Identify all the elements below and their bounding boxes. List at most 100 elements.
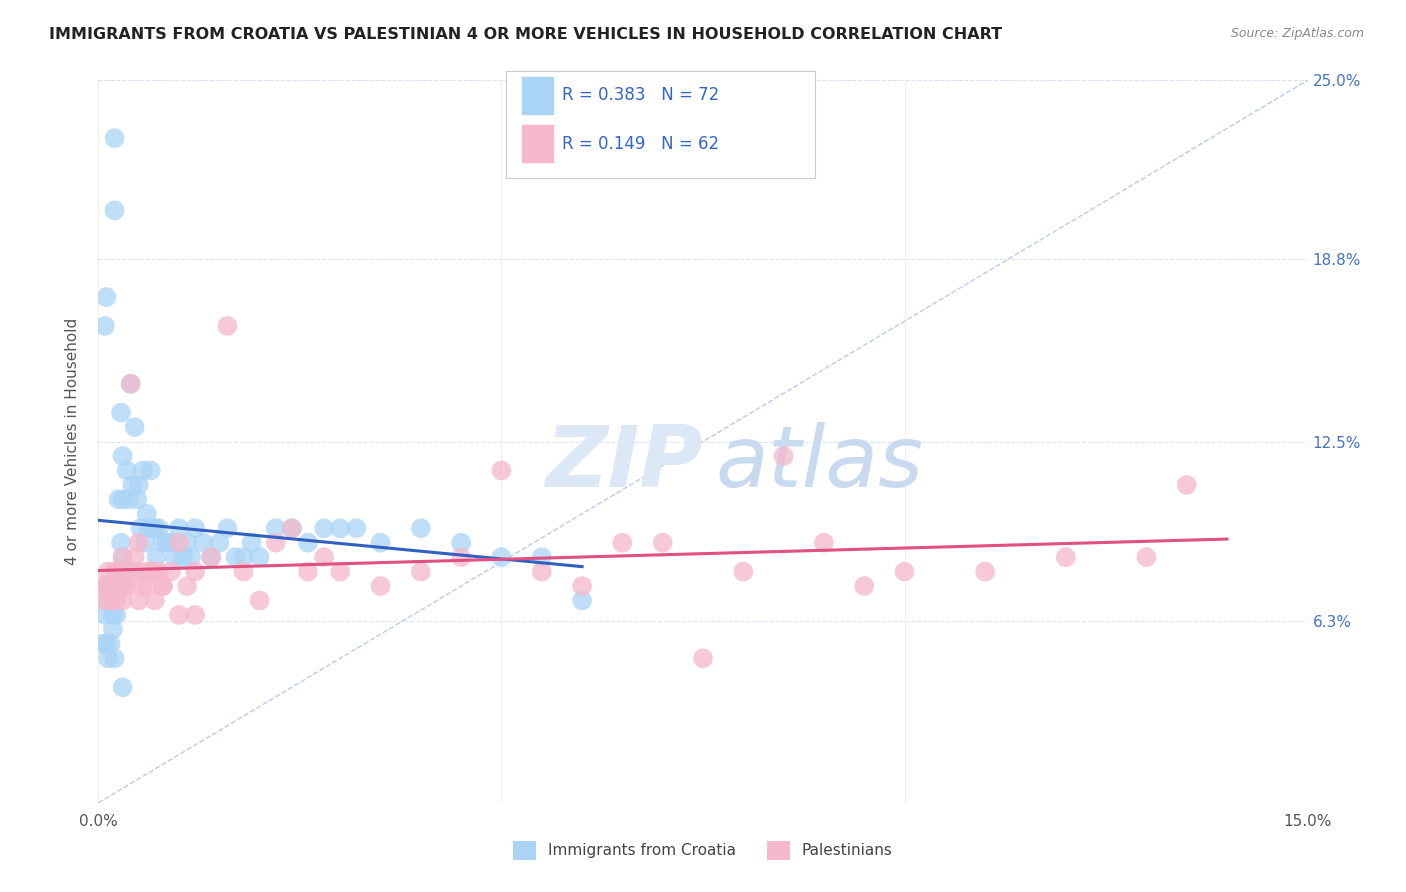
Point bbox=[94, 593, 117, 607]
Point bbox=[111, 550, 134, 565]
Point bbox=[91, 579, 114, 593]
Point bbox=[107, 579, 129, 593]
Point bbox=[450, 535, 472, 549]
Point bbox=[127, 565, 149, 579]
Point bbox=[115, 579, 138, 593]
Point bbox=[148, 521, 170, 535]
Point bbox=[571, 579, 593, 593]
Point bbox=[152, 535, 174, 549]
Point bbox=[111, 492, 134, 507]
Point bbox=[94, 607, 117, 622]
Point bbox=[530, 565, 553, 579]
Point bbox=[314, 521, 336, 535]
Text: R = 0.383   N = 72: R = 0.383 N = 72 bbox=[562, 87, 718, 104]
Point bbox=[100, 593, 122, 607]
Point bbox=[208, 535, 231, 549]
Point bbox=[103, 203, 125, 218]
Point bbox=[1175, 478, 1198, 492]
Point bbox=[107, 492, 129, 507]
Point bbox=[491, 550, 513, 565]
Point bbox=[96, 637, 118, 651]
Point bbox=[128, 478, 150, 492]
Point bbox=[530, 550, 553, 565]
Point bbox=[160, 565, 183, 579]
Point bbox=[160, 535, 183, 549]
Bar bbox=[522, 77, 553, 114]
Point bbox=[145, 550, 167, 565]
Point bbox=[121, 478, 143, 492]
Point bbox=[120, 376, 142, 391]
Point bbox=[370, 535, 392, 549]
Point bbox=[297, 535, 319, 549]
Point bbox=[139, 565, 162, 579]
Point bbox=[232, 550, 254, 565]
Point bbox=[152, 579, 174, 593]
Point bbox=[314, 550, 336, 565]
Point bbox=[120, 376, 142, 391]
Point bbox=[281, 521, 304, 535]
Point bbox=[101, 607, 124, 622]
Point bbox=[101, 579, 124, 593]
Point bbox=[329, 521, 352, 535]
Point bbox=[281, 521, 304, 535]
Point bbox=[143, 565, 166, 579]
Point bbox=[110, 579, 132, 593]
Y-axis label: 4 or more Vehicles in Household: 4 or more Vehicles in Household bbox=[65, 318, 80, 566]
Point bbox=[111, 449, 134, 463]
Point bbox=[224, 550, 246, 565]
Text: IMMIGRANTS FROM CROATIA VS PALESTINIAN 4 OR MORE VEHICLES IN HOUSEHOLD CORRELATI: IMMIGRANTS FROM CROATIA VS PALESTINIAN 4… bbox=[49, 27, 1002, 42]
Point bbox=[107, 565, 129, 579]
Point bbox=[105, 607, 128, 622]
Point bbox=[163, 550, 186, 565]
Point bbox=[180, 550, 202, 565]
Point bbox=[148, 565, 170, 579]
Point bbox=[200, 550, 222, 565]
Point bbox=[329, 565, 352, 579]
Point bbox=[733, 565, 755, 579]
Text: atlas: atlas bbox=[716, 422, 924, 505]
Point bbox=[103, 131, 125, 145]
Point bbox=[97, 593, 120, 607]
Point bbox=[142, 521, 165, 535]
Point bbox=[217, 318, 239, 333]
Point bbox=[115, 463, 138, 477]
Point bbox=[612, 535, 634, 549]
Point bbox=[370, 579, 392, 593]
Point bbox=[651, 535, 673, 549]
Point bbox=[232, 565, 254, 579]
Point bbox=[132, 579, 155, 593]
Point bbox=[111, 550, 134, 565]
Point bbox=[193, 535, 215, 549]
Point bbox=[100, 637, 122, 651]
Point bbox=[167, 607, 190, 622]
Point bbox=[409, 565, 432, 579]
Point bbox=[114, 579, 136, 593]
Point bbox=[100, 579, 122, 593]
Point bbox=[264, 521, 287, 535]
Point bbox=[772, 449, 794, 463]
Point bbox=[118, 492, 141, 507]
Point bbox=[409, 521, 432, 535]
Text: R = 0.149   N = 62: R = 0.149 N = 62 bbox=[562, 135, 718, 153]
Point bbox=[571, 593, 593, 607]
Point bbox=[96, 579, 118, 593]
Point bbox=[135, 579, 157, 593]
Point bbox=[692, 651, 714, 665]
Point bbox=[127, 492, 149, 507]
Point bbox=[103, 565, 125, 579]
Point bbox=[139, 463, 162, 477]
Point bbox=[111, 593, 134, 607]
Point bbox=[103, 651, 125, 665]
Point bbox=[200, 550, 222, 565]
Point bbox=[491, 463, 513, 477]
Point bbox=[143, 521, 166, 535]
Point bbox=[135, 507, 157, 521]
Point bbox=[143, 593, 166, 607]
Point bbox=[217, 521, 239, 535]
Point bbox=[138, 521, 160, 535]
Point bbox=[156, 535, 179, 549]
Point bbox=[101, 623, 124, 637]
Point bbox=[134, 535, 156, 549]
Point bbox=[120, 565, 142, 579]
Point bbox=[132, 463, 155, 477]
